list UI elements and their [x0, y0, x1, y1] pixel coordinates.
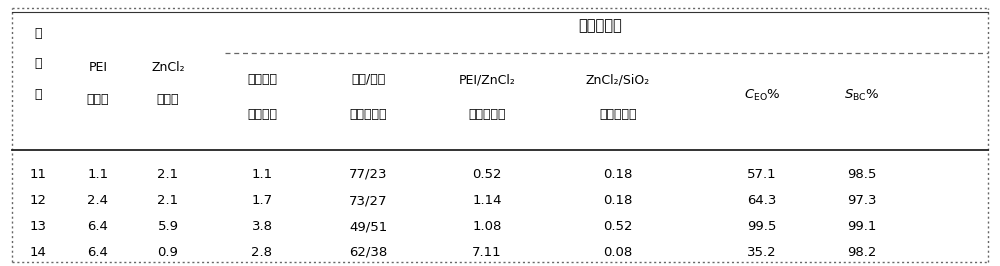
Text: 14: 14	[30, 246, 46, 259]
Text: 98.5: 98.5	[847, 168, 877, 181]
Text: 6.4: 6.4	[88, 246, 108, 259]
Text: 73/27: 73/27	[349, 194, 387, 207]
Text: 2.1: 2.1	[157, 194, 179, 207]
Text: 1.08: 1.08	[472, 220, 502, 233]
Text: 11: 11	[30, 168, 46, 181]
Text: 0.9: 0.9	[158, 246, 178, 259]
Text: 催化剂性质: 催化剂性质	[578, 18, 622, 33]
Text: 7.11: 7.11	[472, 246, 502, 259]
Text: 核相/壳相: 核相/壳相	[351, 73, 385, 86]
Text: （重量比）: （重量比）	[349, 108, 387, 121]
Text: 98.2: 98.2	[847, 246, 877, 259]
Text: （克）: （克）	[157, 93, 179, 106]
Text: 0.52: 0.52	[472, 168, 502, 181]
Text: （重量比）: （重量比）	[599, 108, 637, 121]
Text: ZnCl₂: ZnCl₂	[151, 61, 185, 74]
Text: 13: 13	[30, 220, 46, 233]
Text: 99.5: 99.5	[747, 220, 777, 233]
Text: 1.1: 1.1	[251, 168, 273, 181]
Text: 97.3: 97.3	[847, 194, 877, 207]
Text: 1.7: 1.7	[251, 194, 273, 207]
Text: 49/51: 49/51	[349, 220, 387, 233]
Text: 99.1: 99.1	[847, 220, 877, 233]
Text: 3.8: 3.8	[252, 220, 272, 233]
Text: 0.08: 0.08	[603, 246, 633, 259]
Text: 壳相厚度: 壳相厚度	[247, 73, 277, 86]
Text: 35.2: 35.2	[747, 246, 777, 259]
Text: $S_{\rm BC}$%: $S_{\rm BC}$%	[844, 88, 880, 103]
Text: 1.14: 1.14	[472, 194, 502, 207]
Text: 57.1: 57.1	[747, 168, 777, 181]
Text: （克）: （克）	[87, 93, 109, 106]
Text: 64.3: 64.3	[747, 194, 777, 207]
Text: 2.1: 2.1	[157, 168, 179, 181]
Text: 0.18: 0.18	[603, 168, 633, 181]
Text: $C_{\rm EO}$%: $C_{\rm EO}$%	[744, 88, 780, 103]
Text: 2.4: 2.4	[88, 194, 108, 207]
Text: 0.18: 0.18	[603, 194, 633, 207]
Text: 5.9: 5.9	[158, 220, 178, 233]
Text: 实: 实	[34, 27, 42, 40]
Text: PEI: PEI	[88, 61, 108, 74]
Text: （纳米）: （纳米）	[247, 108, 277, 121]
Text: 77/23: 77/23	[349, 168, 387, 181]
Text: 1.1: 1.1	[87, 168, 109, 181]
Text: 施: 施	[34, 57, 42, 70]
Text: 2.8: 2.8	[252, 246, 272, 259]
Text: （重量比）: （重量比）	[468, 108, 506, 121]
Text: ZnCl₂/SiO₂: ZnCl₂/SiO₂	[586, 73, 650, 86]
Text: 0.52: 0.52	[603, 220, 633, 233]
Text: 12: 12	[30, 194, 46, 207]
Text: 例: 例	[34, 88, 42, 101]
Text: 62/38: 62/38	[349, 246, 387, 259]
Text: 6.4: 6.4	[88, 220, 108, 233]
Text: PEI/ZnCl₂: PEI/ZnCl₂	[459, 73, 515, 86]
